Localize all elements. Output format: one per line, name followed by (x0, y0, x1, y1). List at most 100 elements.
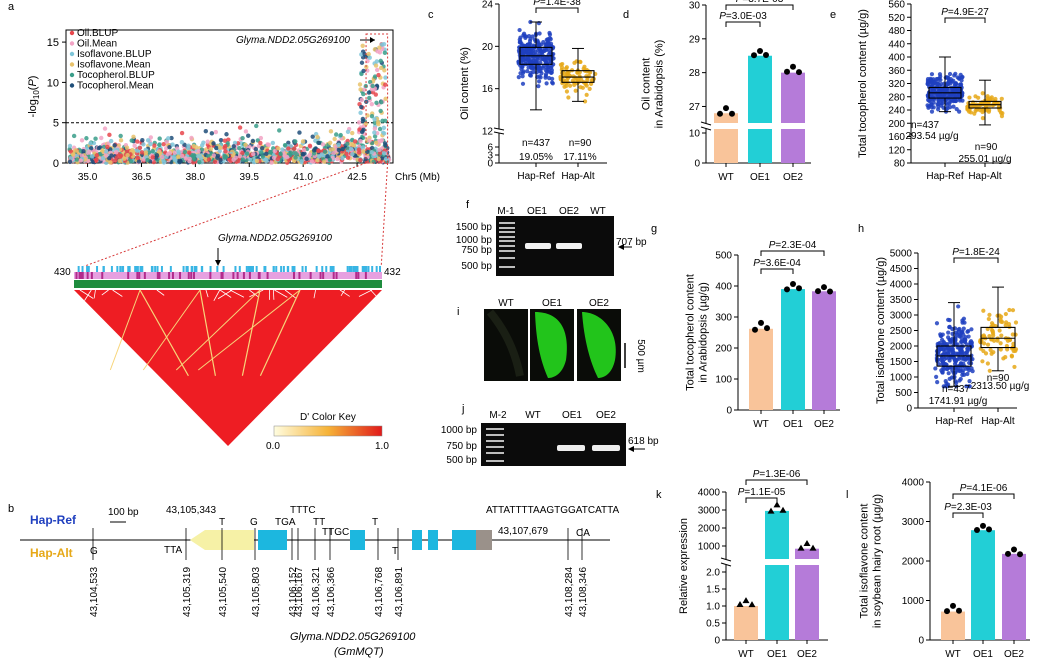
ld-white-streak (229, 289, 245, 298)
snp-point (183, 156, 188, 161)
panel-letter-f: f (466, 199, 470, 211)
replicate-point (767, 507, 775, 514)
p-letter: P (941, 7, 948, 18)
y-tick-label: 10 (47, 77, 59, 89)
zoom-connector-right (380, 162, 389, 271)
data-point (948, 105, 953, 110)
ld-block-line (142, 289, 201, 371)
snp-point (307, 143, 313, 149)
snp-tick-pink (242, 272, 245, 279)
ld-track-top (74, 266, 382, 272)
ld-white-streak (274, 289, 288, 298)
data-point (941, 343, 946, 348)
snp-tick (301, 266, 304, 272)
data-point (947, 71, 953, 77)
data-point (959, 75, 965, 80)
p-value: P=4.1E-06 (960, 483, 1008, 494)
snp-point (231, 144, 236, 149)
snp-point-peak (359, 97, 365, 103)
data-point (543, 73, 548, 79)
ladder-label: 500 bp (446, 455, 477, 466)
snp-point (93, 136, 98, 141)
data-point (988, 96, 993, 101)
data-point (985, 361, 990, 366)
y-tick-label: 24 (482, 0, 494, 11)
replicate-point (773, 501, 781, 508)
snp-point-peak (379, 100, 384, 105)
data-point (1006, 322, 1012, 327)
data-point (980, 109, 985, 115)
y-tick-label: 3 (487, 151, 493, 162)
data-point (951, 104, 956, 109)
data-point (1003, 323, 1008, 328)
ld-block-line (241, 289, 261, 376)
snp-point-peak (377, 45, 382, 50)
snp-point (74, 157, 80, 162)
snp-point (270, 140, 276, 146)
x-tick-label: WT (945, 649, 961, 660)
data-point (582, 99, 588, 104)
axis-title-line: in Arabidopsis (%) (654, 40, 666, 129)
snp-tick-pink (78, 272, 81, 279)
snp-point-peak (359, 52, 364, 57)
snp-point (68, 156, 73, 161)
variant-bottom: T (392, 546, 398, 557)
data-point (962, 372, 967, 377)
data-point (937, 83, 942, 88)
snp-point (292, 146, 297, 151)
snp-point (304, 156, 309, 162)
y-axis-title: Oil content (%) (459, 47, 471, 120)
data-point (935, 350, 940, 355)
replicate-point (763, 52, 769, 59)
snp-point (99, 135, 104, 141)
p-bracket (953, 257, 999, 263)
data-point (987, 312, 992, 318)
snp-tick-pink (221, 272, 224, 279)
data-point (987, 368, 992, 373)
y-tick-label: 0 (918, 636, 924, 647)
snp-tick (367, 266, 370, 272)
ld-white-streak (284, 289, 297, 299)
snp-point (209, 131, 215, 136)
snp-point (199, 147, 205, 152)
replicate-point (796, 285, 802, 292)
variant-top: TTTC (290, 505, 316, 516)
replicate-point (742, 597, 750, 604)
replicate-point (751, 52, 757, 59)
snp-tick (234, 266, 237, 272)
data-point (940, 370, 945, 375)
y-axis-title: Total tocopherol contentin Arabidopsis (… (684, 274, 709, 391)
snp-point (288, 152, 293, 158)
data-point (946, 330, 951, 335)
snp-tick (169, 266, 172, 272)
y-tick-label: 360 (888, 66, 905, 77)
ladder-label: 1000 bp (456, 235, 493, 246)
mean-label: 293.54 µg/g (905, 131, 958, 142)
snp-point (173, 158, 178, 163)
variant-top: T (219, 517, 225, 528)
snp-tick (209, 266, 212, 272)
data-point (941, 359, 946, 365)
snp-point (101, 144, 107, 150)
replicate-point (723, 105, 729, 112)
data-point (564, 83, 569, 89)
data-point (976, 95, 981, 100)
snp-tick (200, 266, 203, 272)
snp-point (154, 153, 160, 158)
snp-tick-pink (187, 272, 190, 279)
bar (714, 113, 738, 163)
snp-point (165, 152, 171, 157)
gel-j: M-2 WT OE1 OE2 1000 bp 750 bp 500 bp 618 bp (441, 410, 659, 466)
data-point (999, 96, 1004, 101)
p-bracket (725, 21, 761, 27)
snp-point-peak (381, 41, 387, 47)
axis-title-line: in Arabidopsis (µg/g) (698, 282, 710, 383)
bar (941, 611, 965, 640)
snp-point (372, 134, 378, 139)
snp-point (172, 150, 178, 155)
snp-point (143, 150, 149, 155)
snp-point-peak (383, 96, 388, 102)
snp-point (264, 151, 269, 156)
p-letter: P (753, 258, 760, 269)
replicate-point (944, 608, 950, 615)
